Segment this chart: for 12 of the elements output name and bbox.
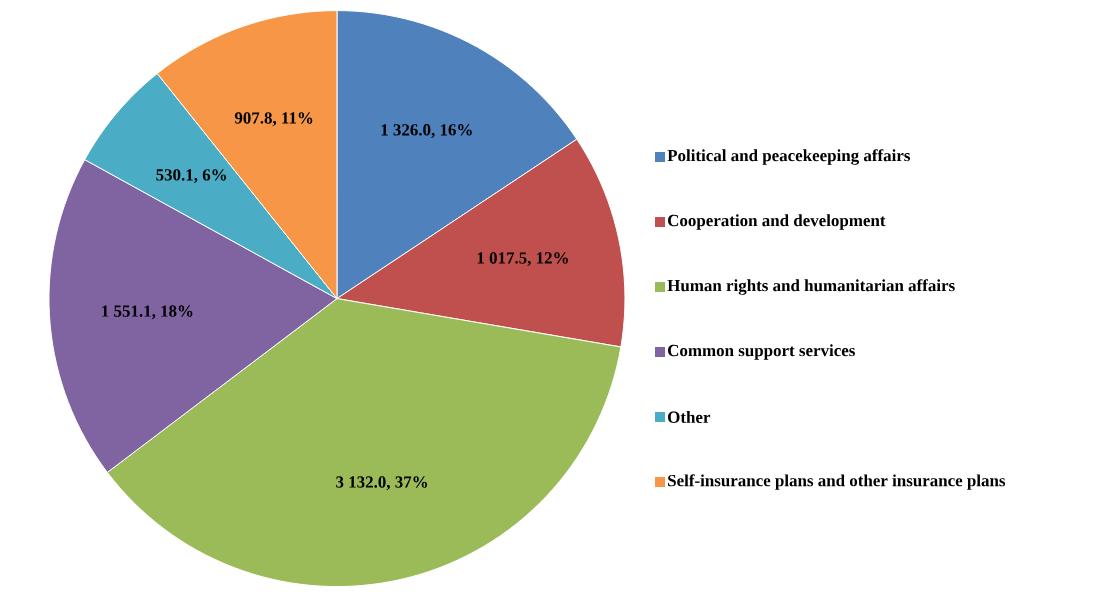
legend-label: Other (668, 411, 711, 423)
data-label: 907.8, 11% (234, 112, 313, 127)
legend-label: Self-insurance plans and other insurance plans (668, 474, 1006, 490)
data-label: 530.1, 6% (156, 169, 227, 184)
legend-label: Common support services (668, 344, 855, 360)
data-label: 1 017.5, 12% (477, 252, 568, 267)
legend-label: Political and peacekeeping affairs (667, 149, 911, 165)
legend-label: Human rights and humanitarian affairs (667, 279, 955, 295)
data-label: 1 326.0, 16% (381, 124, 472, 138)
data-label: 1 551.1, 18% (102, 305, 193, 320)
data-label: 3 132.0, 37% (336, 476, 428, 491)
legend-label: Cooperation and development (668, 214, 886, 230)
